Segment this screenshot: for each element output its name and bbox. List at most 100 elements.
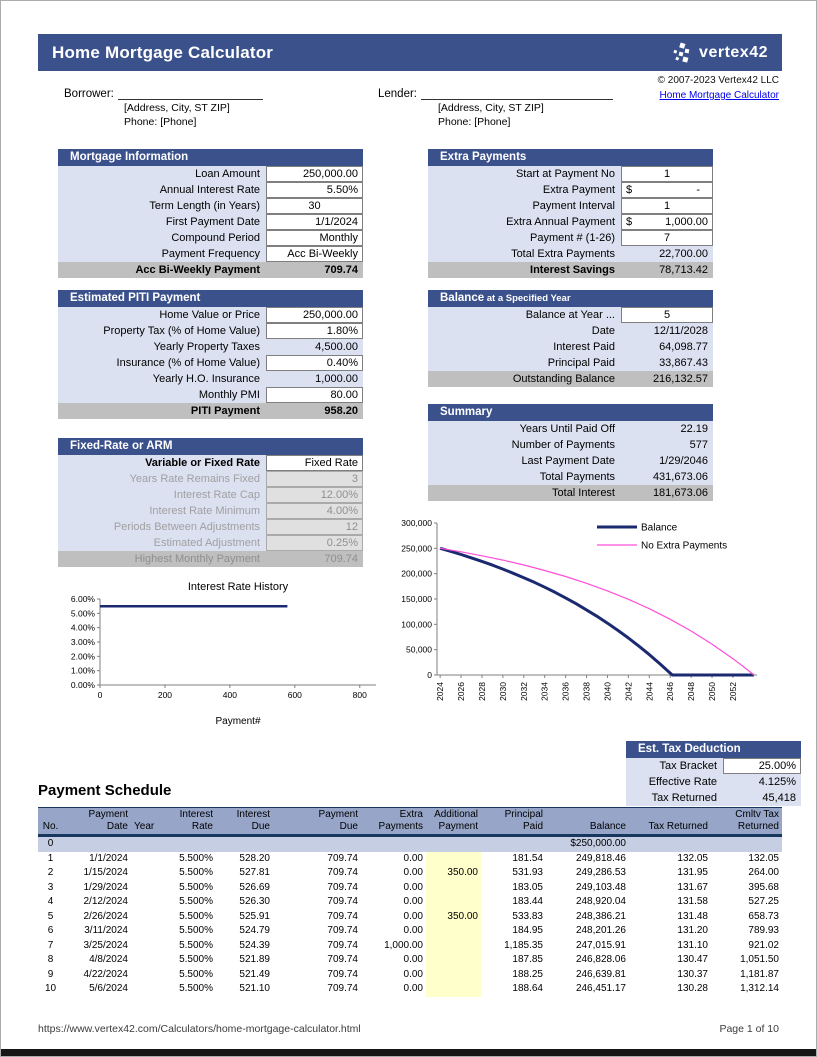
arm-row-0-value[interactable]: Fixed Rate [266,455,363,471]
cell-r10-c0: 10 [44,983,57,994]
cell-r7-c8: 1,185.35 [504,939,543,951]
piti-row-3-label: Insurance (% of Home Value) [58,355,266,371]
balance_at_year-row-3-value: 33,867.43 [621,355,713,371]
cell-r5-c9: 248,386.21 [575,910,626,922]
cell-r6-c10: 131.20 [677,925,708,936]
cell-r10-c5: 709.74 [327,983,358,994]
cell-r6-c1: 3/11/2024 [84,925,128,936]
cell-r1-c3: 5.500% [179,852,213,864]
cell-r3-c8: 183.05 [512,881,543,893]
cell-r8-c8: 187.85 [512,954,543,965]
piti-row-5-value[interactable]: 80.00 [266,387,363,403]
cell-r9-c0: 9 [47,968,54,980]
arm-row-3-value[interactable]: 4.00% [266,503,363,519]
piti-row-1-label: Property Tax (% of Home Value) [58,323,266,339]
cell-r3-c5: 709.74 [327,881,358,893]
cell-r4-c9: 248,920.04 [575,896,626,907]
cell-r10-c2 [131,982,166,997]
mortgage_info-row-5-value[interactable]: Acc Bi-Weekly [266,246,363,262]
fixed-rate-or-arm-section: Fixed-Rate or ARM Variable or Fixed Rate F… [58,438,363,567]
arm-row-4-value[interactable]: 12 [266,519,363,535]
payment-schedule-title: Payment Schedule [38,782,172,799]
piti-row-0-value[interactable]: 250,000.00 [266,307,363,323]
arm-row-1-label: Years Rate Remains Fixed [58,471,266,487]
borrower-name-line[interactable] [117,87,263,100]
extra_payments-row-1-value[interactable]: $ - [621,182,713,198]
col-header-year: Year [131,807,166,837]
col-header-extra-payments: Extra Payments [361,807,426,837]
cell-r0-c8 [481,835,546,852]
col-header-payment-due: Payment Due [273,807,361,837]
piti-row-3: Insurance (% of Home Value) 0.40% [58,355,363,371]
arm-row-6: Highest Monthly Payment 709.74 [58,551,363,567]
cell-r0-c9: $250,000.00 [546,835,629,852]
home-mortgage-calculator-link[interactable]: Home Mortgage Calculator [659,90,780,101]
extra_payments-row-0-value[interactable]: 1 [621,166,713,182]
arm-row-5: Estimated Adjustment 0.25% [58,535,363,551]
cell-r2-c2 [131,866,166,881]
cell-r4-c11: 527.25 [748,896,779,907]
mortgage_info-row-1-label: Annual Interest Rate [58,182,266,198]
extra_payments-row-0-label: Start at Payment No [428,166,621,182]
tax_deduction-row-0-value[interactable]: 25.00% [723,758,801,774]
mortgage_info-row-4-value[interactable]: Monthly [266,230,363,246]
arm-row-4: Periods Between Adjustments 12 [58,519,363,535]
arm-row-0-label: Variable or Fixed Rate [58,455,266,471]
vertex42-logo-text: vertex42 [699,43,768,61]
arm-row-1-value[interactable]: 3 [266,471,363,487]
cell-r4-c5: 709.74 [327,896,358,907]
balance_at_year-row-0-value[interactable]: 5 [621,307,713,323]
mortgage_info-row-6: Acc Bi-Weekly Payment 709.74 [58,262,363,278]
cell-r2-c8: 531.93 [512,867,543,878]
payment-schedule-table-wrap: No. Payment Date Year Interest Rate Interest Du… [38,807,782,997]
mortgage_info-row-3-label: First Payment Date [58,214,266,230]
extra_payments-row-3-value[interactable]: $1,000.00 [621,214,713,230]
extra_payments-row-2: Payment Interval 1 [428,198,713,214]
piti-row-3-value[interactable]: 0.40% [266,355,363,371]
balance-chart: 0 50,000 100,000 150,000 200,000 250,000 300,0… [397,511,769,739]
arm-row-5-value[interactable]: 0.25% [266,535,363,551]
cell-r4-c0: 4 [47,896,54,907]
cell-r2-c11: 264.00 [748,867,779,878]
borrower-phone: Phone: [Phone] [124,116,197,128]
col-header-taxreturned: Tax Returned [629,807,711,837]
piti-row-5: Monthly PMI 80.00 [58,387,363,403]
mortgage_info-row-1-value[interactable]: 5.50% [266,182,363,198]
cell-r8-c1: 4/8/2024 [89,954,128,965]
cell-r9-c9: 246,639.81 [575,968,626,980]
cell-r0-c11 [711,835,782,852]
cell-r9-c10: 130.37 [677,968,708,980]
col-header-payment-date: Payment Date [63,807,131,837]
cell-r10-c1: 5/6/2024 [89,983,128,994]
lender-name-line[interactable] [421,87,614,100]
piti-row-1: Property Tax (% of Home Value) 1.80% [58,323,363,339]
arm-row-5-label: Estimated Adjustment [58,535,266,551]
mortgage_info-row-0-value[interactable]: 250,000.00 [266,166,363,182]
cell-r10-c10: 130.28 [677,983,708,994]
x-tick-label: 800 [353,690,367,700]
extra_payments-row-4-label: Payment # (1-26) [428,230,621,246]
y-tick-label: 200,000 [401,569,432,579]
cell-r6-c8: 184.95 [512,925,543,936]
cell-r1-c2 [131,852,166,867]
cell-r5-c0: 5 [47,910,54,922]
mortgage_info-row-3-value[interactable]: 1/1/2024 [266,214,363,230]
extra_payments-row-4-value[interactable]: 7 [621,230,713,246]
piti-row-2-label: Yearly Property Taxes [58,339,266,355]
balance_at_year-row-4-value: 216,132.57 [652,373,708,385]
y-tick-label: 4.00% [71,623,96,633]
arm-row-2-value[interactable]: 12.00% [266,487,363,503]
extra_payments-row-2-value[interactable]: 1 [621,198,713,214]
cell-r5-c11: 658.73 [748,910,779,922]
balance_at_year-row-3-label: Principal Paid [428,355,621,371]
summary-row-1-value: 577 [621,437,713,453]
y-tick-label: 300,000 [401,518,432,528]
piti-row-1-value[interactable]: 1.80% [266,323,363,339]
balance_at_year-header: Balance at a Specified Year [428,290,713,307]
balance_at_year-row-0-label: Balance at Year ... [428,307,621,323]
cell-r7-c5: 709.74 [327,939,358,951]
est-tax-deduction-section: Est. Tax Deduction Tax Bracket 25.00% Effec… [626,741,801,806]
mortgage_info-row-2-value[interactable]: 30 [266,198,363,214]
cell-r5-c4: 525.91 [239,910,270,922]
